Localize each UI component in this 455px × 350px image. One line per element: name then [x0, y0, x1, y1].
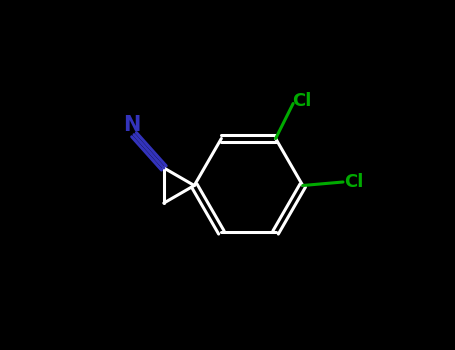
Text: Cl: Cl [344, 173, 363, 191]
Text: Cl: Cl [292, 92, 312, 110]
Text: N: N [124, 115, 141, 135]
